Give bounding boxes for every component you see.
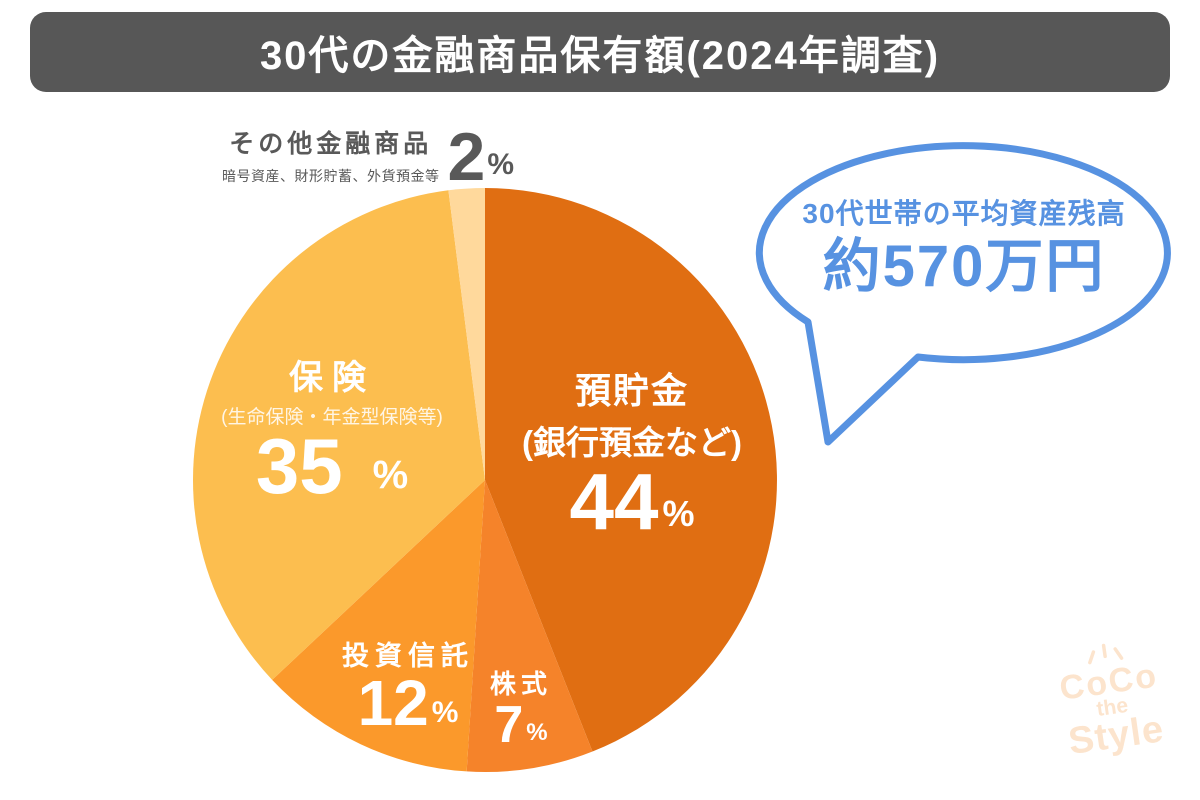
slice-name: その他金融商品 bbox=[229, 130, 433, 158]
pie-slice-other bbox=[448, 188, 485, 480]
slice-unit: % bbox=[431, 695, 459, 729]
slice-value: 7 bbox=[494, 696, 524, 754]
slice-value: 35 bbox=[255, 422, 343, 510]
pie-slice-insurance bbox=[192, 190, 485, 680]
slice-name: 保険 bbox=[289, 359, 375, 397]
callout-line1: 30代世帯の平均資産残高 bbox=[802, 198, 1126, 229]
slice-label-trust: 投資信託 12 % bbox=[278, 634, 538, 739]
slice-label-insurance: 保険 (生命保険・年金型保険等) 35 % bbox=[172, 350, 492, 510]
speech-bubble-outline bbox=[755, 142, 1171, 446]
slice-name: 投資信託 bbox=[342, 641, 474, 671]
pie-slice-stocks bbox=[466, 480, 593, 772]
pie-slice-trust bbox=[272, 480, 485, 772]
site-logo: CoCo the Style bbox=[1031, 632, 1191, 764]
pie-chart bbox=[192, 188, 777, 772]
slice-subname: (銀行預金など) bbox=[522, 424, 742, 461]
callout-line2: 約570万円 bbox=[822, 234, 1106, 299]
slice-label-stocks: 株式 7 % bbox=[441, 664, 601, 754]
speech-bubble bbox=[755, 142, 1171, 446]
slice-unit: % bbox=[662, 493, 695, 534]
slice-label-deposit: 預貯金 (銀行預金など) 44 % bbox=[482, 362, 782, 546]
slice-subname: 暗号資産、財形貯蓄、外貨預金等 bbox=[222, 168, 440, 184]
slice-name: 株式 bbox=[489, 669, 552, 699]
title-bar: 30代の金融商品保有額(2024年調査) bbox=[30, 12, 1170, 92]
slice-name: 預貯金 bbox=[574, 370, 689, 411]
slice-value: 2 bbox=[447, 119, 486, 196]
page-title: 30代の金融商品保有額(2024年調査) bbox=[259, 34, 941, 78]
slice-unit: % bbox=[372, 453, 409, 498]
pie-slice-deposit bbox=[485, 188, 777, 752]
slice-unit: % bbox=[526, 719, 548, 747]
logo-rays-icon bbox=[1088, 643, 1124, 665]
callout-text: 30代世帯の平均資産残高 約570万円 bbox=[780, 192, 1148, 298]
slice-value: 12 bbox=[357, 667, 429, 739]
slice-unit: % bbox=[487, 148, 515, 181]
slice-value: 44 bbox=[569, 457, 659, 546]
slice-subname: (生命保険・年金型保険等) bbox=[221, 407, 443, 428]
slice-label-other: その他金融商品 暗号資産、財形貯蓄、外貨預金等 2 % bbox=[222, 119, 515, 196]
